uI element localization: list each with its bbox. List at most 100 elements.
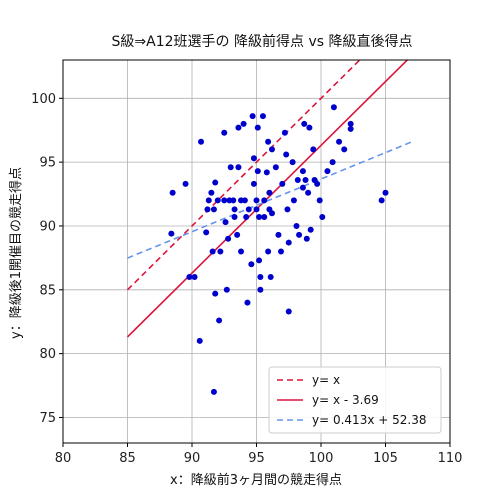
data-point <box>305 189 312 196</box>
data-point <box>238 248 245 255</box>
data-point <box>259 113 266 120</box>
data-point <box>267 274 274 281</box>
series-line-3 <box>127 141 412 259</box>
data-point <box>222 219 229 226</box>
data-point <box>257 286 264 293</box>
data-point <box>250 180 257 187</box>
data-point <box>231 206 238 213</box>
x-tick-label: 85 <box>119 451 136 466</box>
data-point <box>290 197 297 204</box>
data-point <box>289 159 296 166</box>
data-point <box>223 286 230 293</box>
data-point <box>265 248 272 255</box>
data-point <box>245 206 252 213</box>
data-point <box>210 206 217 213</box>
data-point <box>303 235 310 242</box>
y-tick-label: 90 <box>39 219 56 234</box>
x-tick-label: 110 <box>438 451 463 466</box>
data-point <box>382 189 389 196</box>
data-point <box>284 206 291 213</box>
data-point <box>212 290 219 297</box>
data-point <box>299 184 306 191</box>
data-point <box>210 388 217 395</box>
data-point <box>272 164 279 171</box>
data-point <box>235 164 242 171</box>
data-point <box>230 197 237 204</box>
data-point <box>265 138 272 145</box>
data-point <box>209 248 216 255</box>
x-tick-label: 90 <box>184 451 201 466</box>
y-tick-label: 95 <box>39 156 56 171</box>
data-point <box>263 169 270 176</box>
data-point <box>341 146 348 153</box>
data-point <box>254 124 261 131</box>
legend-label-2: y= x - 3.69 <box>312 393 379 407</box>
data-point <box>275 231 282 238</box>
data-point <box>227 164 234 171</box>
y-axis-label: y：降級後1開催目の競走得点 <box>8 167 24 339</box>
legend-label-1: y= x <box>312 373 340 387</box>
y-tick-label: 75 <box>39 411 56 426</box>
data-point <box>283 151 290 158</box>
data-point <box>278 248 285 255</box>
data-point <box>293 222 300 229</box>
x-tick-label: 105 <box>373 451 398 466</box>
y-tick-label: 80 <box>39 347 56 362</box>
data-point <box>285 308 292 315</box>
data-point <box>182 180 189 187</box>
data-point <box>205 197 212 204</box>
data-point <box>347 125 354 132</box>
data-point <box>204 206 211 213</box>
x-tick-label: 95 <box>248 451 265 466</box>
data-point <box>378 197 385 204</box>
data-point <box>196 337 203 344</box>
data-point <box>261 197 268 204</box>
data-point <box>310 146 317 153</box>
data-point <box>319 214 326 221</box>
data-point <box>256 257 263 264</box>
data-point <box>329 159 336 166</box>
data-point <box>212 179 219 186</box>
data-point <box>250 155 257 162</box>
data-point <box>296 231 303 238</box>
data-point <box>168 230 175 237</box>
data-point <box>244 299 251 306</box>
data-point <box>256 214 263 221</box>
x-tick-label: 100 <box>309 451 334 466</box>
data-point <box>307 226 314 233</box>
data-point <box>268 146 275 153</box>
data-point <box>235 124 242 131</box>
data-point <box>248 261 255 268</box>
data-point <box>234 231 241 238</box>
data-point <box>191 274 198 281</box>
data-point <box>217 248 224 255</box>
data-point <box>249 113 256 120</box>
data-point <box>347 120 354 127</box>
data-point <box>253 197 260 204</box>
data-point <box>257 274 264 281</box>
data-point <box>314 180 321 187</box>
data-point <box>221 197 228 204</box>
y-tick-label: 85 <box>39 283 56 298</box>
chart-title: S級⇒A12班選手の 降級前得点 vs 降級直後得点 <box>112 33 413 50</box>
legend-box <box>268 366 442 434</box>
x-axis-label: x：降級前3ヶ月間の競走得点 <box>170 472 342 488</box>
data-point <box>240 120 247 127</box>
data-point <box>268 210 275 217</box>
data-point <box>186 274 193 281</box>
data-point <box>330 104 337 111</box>
data-point <box>261 214 268 221</box>
data-point <box>316 197 323 204</box>
data-point <box>324 168 331 175</box>
data-point <box>221 129 228 136</box>
data-point <box>336 138 343 145</box>
data-point <box>279 180 286 187</box>
data-point <box>241 197 248 204</box>
data-point <box>301 120 308 127</box>
y-tick-label: 100 <box>31 92 56 107</box>
data-point <box>216 317 223 324</box>
data-point <box>254 168 261 175</box>
data-point <box>302 177 309 184</box>
data-point <box>281 129 288 136</box>
